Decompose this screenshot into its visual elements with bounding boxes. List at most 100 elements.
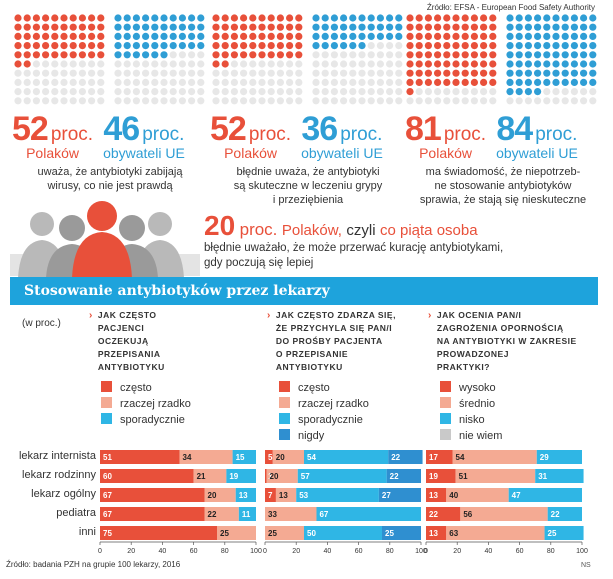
pl-dot [60, 60, 68, 68]
pl-dot [69, 32, 77, 40]
eu-dot [188, 51, 196, 59]
eu-dot [376, 23, 384, 31]
bar-segment [388, 450, 423, 464]
pl-dot [489, 23, 497, 31]
chevron-right-icon: › [89, 310, 93, 321]
eu-dot [552, 23, 560, 31]
pl-dot [14, 23, 22, 31]
eu-dot [197, 88, 205, 96]
pl-stat: 52 proc. Polaków [12, 112, 93, 161]
eu-dot [580, 97, 588, 105]
pl-dot [23, 88, 31, 96]
eu-dot [395, 51, 403, 59]
x-tick-label: 80 [221, 548, 229, 555]
eu-dot [358, 60, 366, 68]
bar-segment [382, 526, 421, 540]
pl-dot [434, 51, 442, 59]
pl-dot [221, 32, 229, 40]
eu-dot [552, 14, 560, 22]
eu-dot [580, 60, 588, 68]
pl-dot [480, 97, 488, 105]
pl-dot [452, 78, 460, 86]
eu-dot [506, 23, 514, 31]
bar-segment [296, 488, 379, 502]
pl-dot [97, 32, 105, 40]
bar-segment [446, 488, 509, 502]
eu-dot [178, 42, 186, 50]
pl-dot [42, 42, 50, 50]
pl-dot [434, 14, 442, 22]
legend-swatch [101, 413, 112, 424]
eu-dot [358, 78, 366, 86]
pl-dot [212, 69, 220, 77]
pl-dot [88, 23, 96, 31]
pl-dot [14, 60, 22, 68]
bar-segment [100, 526, 217, 540]
x-tick-label: 20 [127, 548, 135, 555]
pl-dot [230, 32, 238, 40]
pl-dot [42, 32, 50, 40]
eu-dot [580, 51, 588, 59]
pl-dot [406, 51, 414, 59]
pl-dot [212, 42, 220, 50]
eu-dot [543, 42, 551, 50]
pl-dot [461, 32, 469, 40]
eu-dot [330, 60, 338, 68]
legend-swatch [101, 381, 112, 392]
credit: NS [581, 562, 591, 569]
pl-dot [276, 69, 284, 77]
pl-dot [23, 32, 31, 40]
eu-dot [340, 88, 348, 96]
legend-item: sporadycznie [101, 412, 191, 428]
eu-dot [376, 97, 384, 105]
pl-dot [32, 23, 41, 31]
pl-dot [42, 69, 50, 77]
pl-dot [32, 42, 41, 50]
bar-value-label: 1 [268, 472, 273, 481]
pl-dot [88, 14, 96, 22]
eu-dot [367, 51, 375, 59]
pl-dot [69, 14, 77, 22]
pl-dot [489, 78, 497, 86]
eu-dot [160, 42, 168, 50]
bar-value-label: 17 [429, 453, 438, 462]
pl-dot [443, 78, 451, 86]
bar-segment [266, 469, 298, 483]
pl-dot [276, 60, 284, 68]
eu-dot [386, 60, 394, 68]
pl-dot [415, 78, 423, 86]
pl-dot [97, 60, 105, 68]
eu-dot [197, 78, 205, 86]
eu-dot [142, 14, 150, 22]
pl-dot [434, 32, 442, 40]
x-tick-label: 60 [516, 548, 524, 555]
eu-dot [395, 78, 403, 86]
legend-item: średnio [440, 396, 577, 412]
pl-dot [69, 42, 77, 50]
bar-value-label: 13 [429, 529, 438, 538]
pl-dot [258, 78, 266, 86]
bar-value-label: 15 [236, 453, 245, 462]
bar-value-label: 25 [385, 529, 394, 538]
pl-dot [240, 69, 248, 77]
pl-dot [240, 51, 248, 59]
pl-dot [97, 88, 105, 96]
eu-dot [386, 51, 394, 59]
eu-dot [524, 78, 533, 86]
eu-dot [321, 32, 329, 40]
pl-dot [480, 42, 488, 50]
eu-dot [330, 78, 338, 86]
question-line: Jak często [97, 310, 157, 320]
eu-dot [178, 78, 186, 86]
pl-dot [69, 51, 77, 59]
fifth-line-3: gdy poczują się lepiej [204, 257, 314, 269]
bar-value-label: 29 [540, 453, 549, 462]
pl-label: Polaków [419, 145, 472, 161]
eu-dot [321, 14, 329, 22]
eu-dot [534, 69, 542, 77]
pl-dot [78, 88, 86, 96]
pl-dot [97, 78, 105, 86]
pl-dot [424, 78, 432, 86]
eu-dot [321, 78, 329, 86]
question-line: antybiotyku [275, 362, 343, 372]
